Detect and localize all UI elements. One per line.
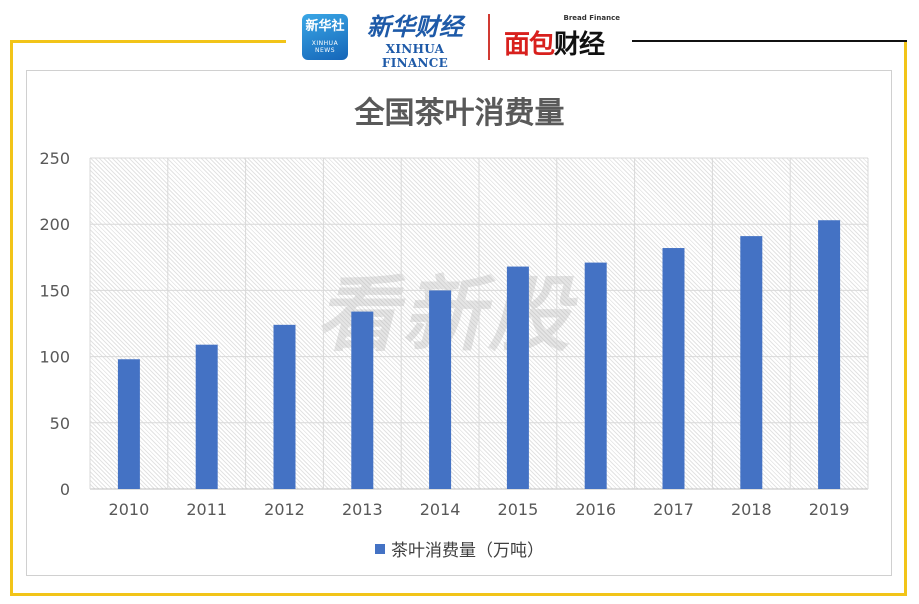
bar xyxy=(662,248,685,489)
x-tick-label: 2015 xyxy=(498,500,539,519)
bar xyxy=(117,359,140,489)
chart-title: 全国茶叶消费量 xyxy=(354,96,565,131)
xinhua-news-logo: 新华社 XINHUA NEWS xyxy=(302,14,348,60)
bar xyxy=(273,324,296,489)
xinhua-finance-logo: 新华财经 XINHUA FINANCE xyxy=(356,12,474,70)
x-tick-label: 2016 xyxy=(575,500,616,519)
bar xyxy=(740,236,763,489)
y-tick-label: 250 xyxy=(39,149,70,168)
legend-swatch xyxy=(375,543,385,554)
y-tick-label: 200 xyxy=(39,215,70,234)
xinhua-finance-en: XINHUA FINANCE xyxy=(381,42,449,70)
logo-divider xyxy=(488,14,490,60)
bread-finance-cn-part1: 面包 xyxy=(504,30,555,60)
y-tick-label: 100 xyxy=(39,348,70,367)
x-tick-label: 2019 xyxy=(809,500,850,519)
bar xyxy=(195,344,218,489)
bar xyxy=(584,262,607,489)
bread-finance-cn-part2: 财经 xyxy=(554,30,605,60)
y-tick-label: 150 xyxy=(39,281,70,300)
frame-top-right xyxy=(632,40,907,42)
bar xyxy=(818,220,841,489)
frame-top-left xyxy=(10,40,286,43)
bread-finance-en: Bread Finance xyxy=(563,14,620,22)
frame-left xyxy=(10,40,13,596)
x-tick-label: 2014 xyxy=(420,500,461,519)
x-tick-label: 2017 xyxy=(653,500,694,519)
x-tick-label: 2012 xyxy=(264,500,305,519)
logo-badge-text: 新华社 xyxy=(305,19,345,34)
logo-badge-subtext: XINHUA NEWS xyxy=(311,40,339,54)
bar xyxy=(351,311,374,489)
y-tick-label: 0 xyxy=(60,480,70,499)
legend: 茶叶消费量（万吨） xyxy=(0,536,919,561)
frame-right xyxy=(904,40,907,596)
y-tick-label: 50 xyxy=(50,414,70,433)
frame-bottom xyxy=(10,593,907,596)
x-tick-label: 2018 xyxy=(731,500,772,519)
x-tick-label: 2010 xyxy=(109,500,150,519)
bar xyxy=(506,266,529,489)
xinhua-finance-cn: 新华财经 xyxy=(367,12,463,41)
bread-finance-cn: 面包财经 xyxy=(504,24,605,61)
legend-label: 茶叶消费量（万吨） xyxy=(391,541,544,561)
bar xyxy=(429,290,452,489)
x-tick-label: 2011 xyxy=(186,500,227,519)
x-tick-label: 2013 xyxy=(342,500,383,519)
